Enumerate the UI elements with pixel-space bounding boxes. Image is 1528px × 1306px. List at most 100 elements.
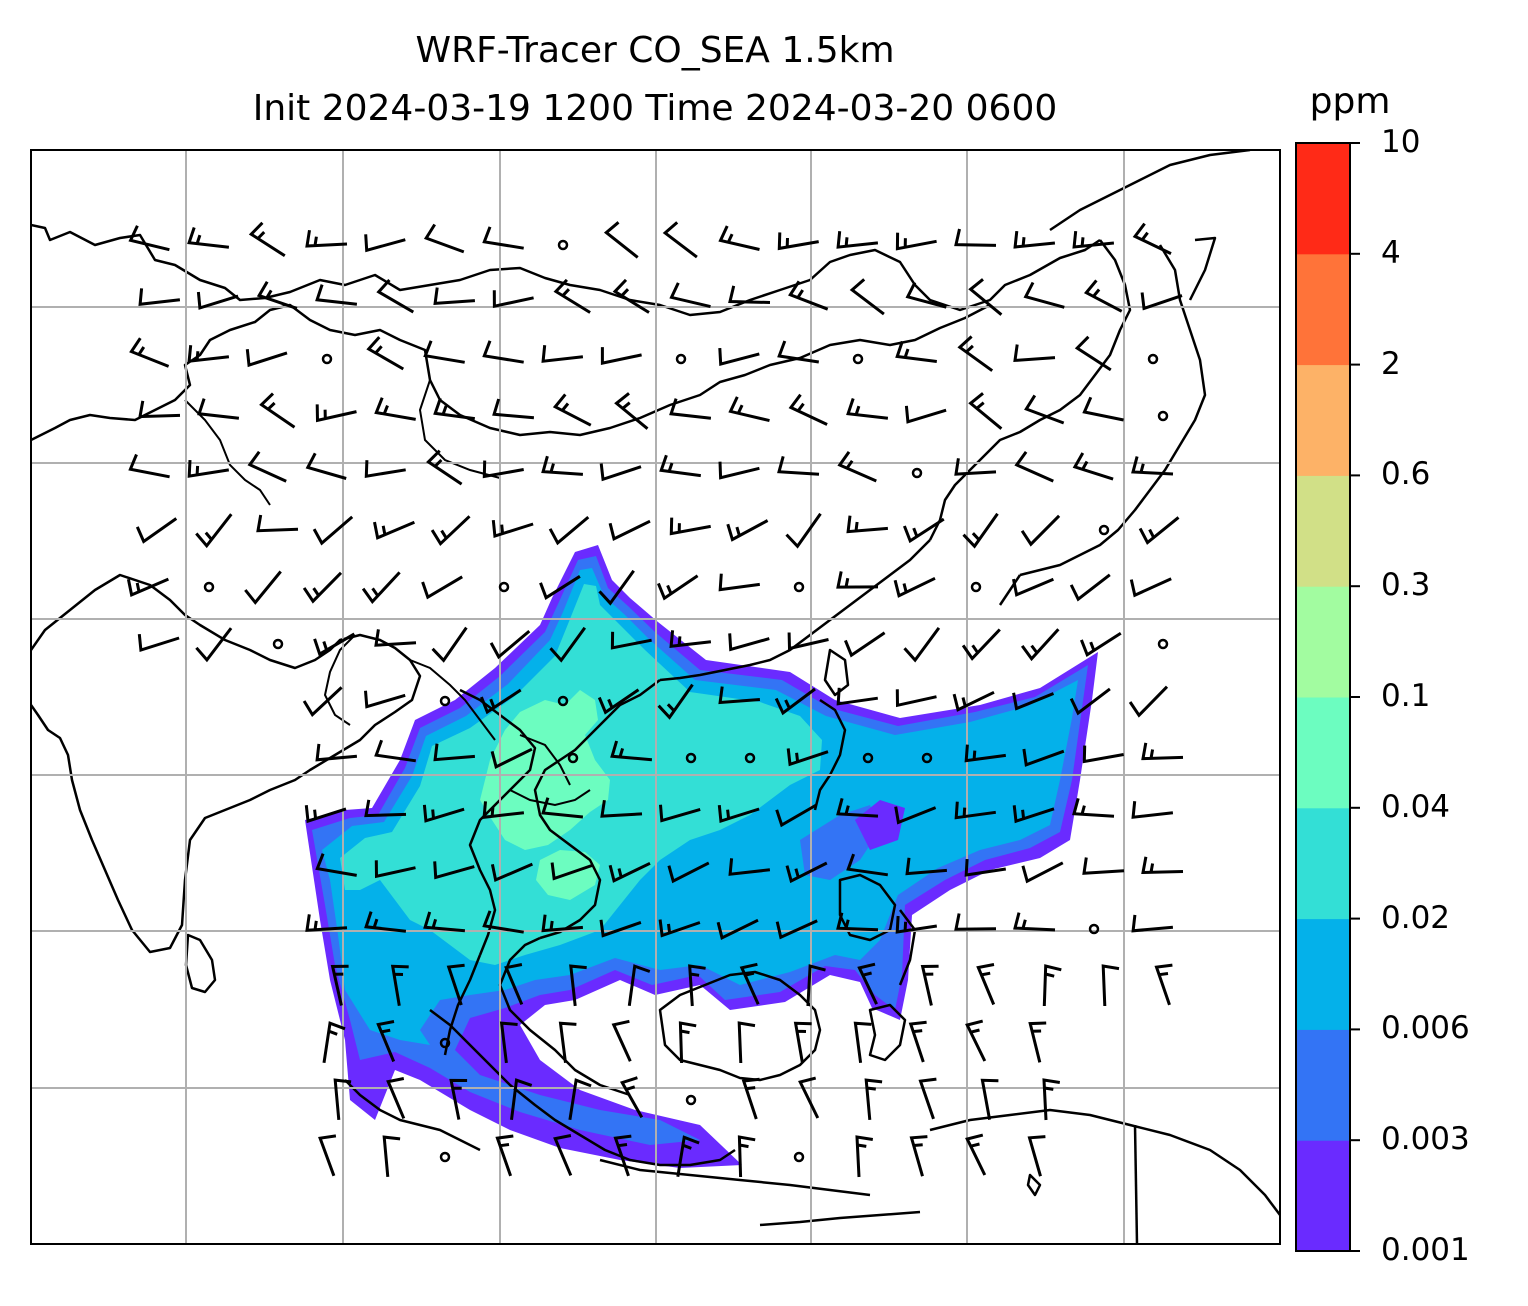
wind-barb <box>128 453 170 479</box>
colorbar-segment <box>1296 364 1350 476</box>
wind-barb <box>1013 912 1056 932</box>
wind-barb <box>490 747 533 769</box>
wind-barb <box>846 853 889 877</box>
wind-barb <box>374 860 416 879</box>
wind-barb <box>599 919 642 938</box>
colorbar-tick-label: 0.6 <box>1381 456 1431 493</box>
wind-barb <box>905 857 948 876</box>
wind-barb <box>302 686 343 717</box>
wind-barb <box>726 519 769 542</box>
wind-barb <box>965 1133 987 1176</box>
colorbar-tick-label: 0.1 <box>1381 678 1431 714</box>
wind-barb <box>968 278 1003 316</box>
wind-barb <box>313 632 356 657</box>
wind-barb <box>1028 1021 1047 1063</box>
wind-barb <box>553 1134 573 1176</box>
wind-barb <box>728 285 771 304</box>
wind-barb <box>718 686 761 705</box>
wind-barb <box>376 1020 396 1063</box>
wind-barb <box>1042 1078 1061 1121</box>
wind-barb <box>247 450 287 483</box>
wind-barb <box>128 225 170 252</box>
wind-barb <box>909 1135 928 1177</box>
wind-barbs <box>126 221 1184 1178</box>
wind-barb <box>376 278 415 314</box>
wind-barb <box>1072 230 1115 249</box>
wind-barb <box>197 398 240 420</box>
wind-barb <box>669 398 712 420</box>
wind-barb <box>1072 452 1114 481</box>
wind-barb <box>846 398 889 420</box>
wind-barb <box>195 513 233 549</box>
wind-barb <box>718 348 760 367</box>
wind-barb <box>895 232 937 251</box>
wind-barb <box>836 912 879 932</box>
wind-barb <box>480 688 522 715</box>
wind-barb <box>965 1019 987 1062</box>
colorbar-segment <box>1296 1140 1350 1252</box>
wind-barb <box>976 963 996 1006</box>
wind-barb <box>305 914 348 932</box>
calm-wind-marker <box>744 752 756 764</box>
wind-barb <box>954 913 997 931</box>
wind-barb <box>1012 692 1055 711</box>
wind-barb <box>716 918 759 940</box>
wind-barb <box>390 964 409 1006</box>
wind-barb <box>905 281 947 309</box>
colorbar-segment <box>1296 143 1350 255</box>
wind-barb <box>775 919 818 940</box>
colorbar-segment <box>1296 475 1350 587</box>
wind-barb <box>1012 577 1054 597</box>
wind-barb <box>244 570 282 605</box>
colorbar-segment <box>1296 586 1350 698</box>
calm-wind-marker <box>439 1151 451 1163</box>
wind-barb <box>659 804 701 823</box>
wind-barb <box>853 1021 872 1063</box>
wind-barb <box>777 340 820 364</box>
wind-barb <box>1129 577 1172 598</box>
wind-barb <box>952 690 995 712</box>
wind-barb <box>836 798 879 818</box>
wind-barb <box>657 574 699 601</box>
colorbar-tick-label: 0.003 <box>1381 1121 1470 1158</box>
calm-wind-marker <box>793 1151 805 1163</box>
wind-barb <box>305 452 347 480</box>
wind-barb <box>1140 292 1183 311</box>
wind-barb <box>1131 801 1174 819</box>
wind-barb <box>492 290 534 309</box>
wind-barb <box>302 571 343 604</box>
colorbar-segment <box>1296 253 1350 366</box>
wind-barb <box>1131 914 1174 933</box>
wind-barb <box>259 392 296 429</box>
wind-barb <box>844 631 886 658</box>
wind-barb <box>954 801 997 820</box>
wind-barb <box>541 797 584 819</box>
wind-barb <box>1154 963 1173 1006</box>
wind-barb <box>1131 456 1174 476</box>
wind-barb <box>728 858 771 876</box>
wind-barb <box>196 291 239 310</box>
wind-barb <box>1021 861 1064 884</box>
wind-barb <box>1128 685 1169 718</box>
wind-barb <box>1020 628 1060 662</box>
wind-barb <box>893 576 936 598</box>
map-frame <box>30 149 1281 1245</box>
wind-barb <box>426 449 463 486</box>
wind-barb <box>541 455 584 476</box>
wind-barb <box>954 228 997 247</box>
wind-barb <box>894 806 937 825</box>
wind-barb <box>798 1076 820 1119</box>
wind-barb <box>785 861 828 884</box>
coastlines <box>31 150 1280 1244</box>
wind-barb <box>374 629 417 647</box>
colorbar-segment <box>1296 918 1350 1030</box>
wind-barb <box>482 910 524 934</box>
wind-barb <box>312 515 354 546</box>
wind-barb <box>558 1021 577 1063</box>
calm-wind-marker <box>1157 410 1169 422</box>
wind-barb <box>195 627 233 663</box>
wind-barb <box>741 1077 760 1120</box>
wind-barb <box>499 1021 518 1064</box>
wind-barb <box>1012 805 1055 824</box>
wind-barb <box>187 345 230 363</box>
